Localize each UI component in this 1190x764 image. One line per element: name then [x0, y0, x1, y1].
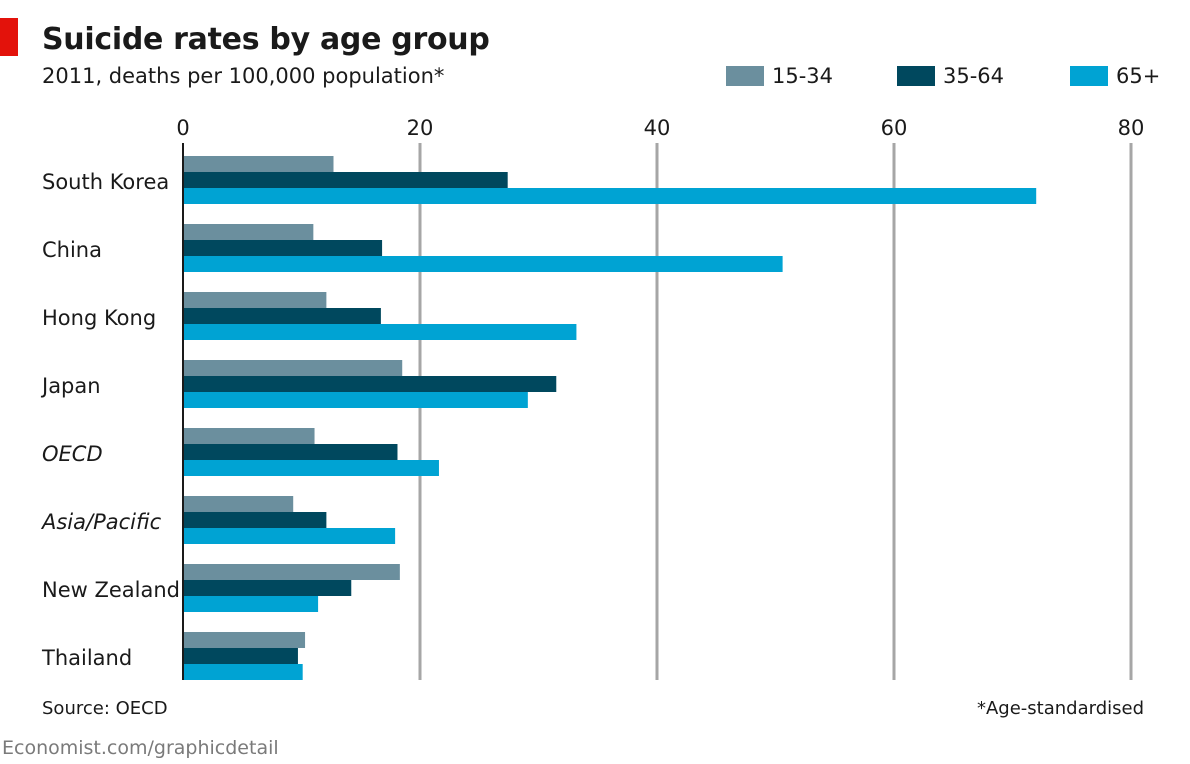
legend-item-35-64: 35-64: [897, 64, 1004, 88]
x-tick-label-80: 80: [1118, 116, 1145, 140]
category-label-japan: Japan: [40, 374, 101, 398]
bar-hong-kong-35-64: [183, 308, 381, 324]
bar-south-korea-35-64: [183, 172, 508, 188]
legend-item-15-34: 15-34: [726, 64, 833, 88]
x-tick-label-60: 60: [881, 116, 908, 140]
bar-hong-kong-15-34: [183, 292, 327, 308]
bar-china-15-34: [183, 224, 314, 240]
chart-subtitle: 2011, deaths per 100,000 population*: [42, 64, 445, 88]
legend-swatch-35-64: [897, 66, 935, 86]
bar-oecd-65-plus: [183, 460, 439, 476]
category-label-south-korea: South Korea: [42, 170, 169, 194]
bar-japan-65-plus: [183, 392, 528, 408]
bar-thailand-35-64: [183, 648, 298, 664]
bar-hong-kong-65-plus: [183, 324, 577, 340]
brand-red-tab: [0, 18, 18, 56]
legend-label-35-64: 35-64: [943, 64, 1005, 88]
footnote: *Age-standardised: [976, 698, 1144, 719]
bar-asia-pacific-65-plus: [183, 528, 396, 544]
bar-new-zealand-35-64: [183, 580, 352, 596]
source-note: Source: OECD: [42, 698, 168, 719]
bar-japan-35-64: [183, 376, 557, 392]
bar-china-35-64: [183, 240, 383, 256]
bar-asia-pacific-15-34: [183, 496, 294, 512]
legend-label-15-34: 15-34: [772, 64, 834, 88]
x-tick-label-40: 40: [644, 116, 671, 140]
category-label-oecd: OECD: [42, 442, 103, 466]
category-label-new-zealand: New Zealand: [42, 578, 180, 602]
bar-new-zealand-65-plus: [183, 596, 319, 612]
category-label-china: China: [42, 238, 102, 262]
site-url: Economist.com/graphicdetail: [2, 737, 279, 759]
legend-label-65-plus: 65+: [1116, 64, 1161, 88]
bar-asia-pacific-35-64: [183, 512, 327, 528]
bar-china-65-plus: [183, 256, 783, 272]
category-label-asia-pacific: Asia/Pacific: [40, 510, 162, 534]
category-label-thailand: Thailand: [41, 646, 132, 670]
bar-south-korea-65-plus: [183, 188, 1037, 204]
bar-oecd-15-34: [183, 428, 315, 444]
x-tick-label-20: 20: [407, 116, 434, 140]
bar-thailand-15-34: [183, 632, 306, 648]
legend-swatch-65-plus: [1070, 66, 1108, 86]
bar-oecd-35-64: [183, 444, 398, 460]
chart-legend: 15-34 35-64 65+: [0, 64, 1190, 88]
x-tick-label-0: 0: [176, 116, 189, 140]
legend-swatch-15-34: [726, 66, 764, 86]
chart-title: Suicide rates by age group: [42, 22, 490, 57]
category-label-hong-kong: Hong Kong: [42, 306, 156, 330]
bar-japan-15-34: [183, 360, 403, 376]
legend-item-65-plus: 65+: [1070, 64, 1160, 88]
bar-thailand-65-plus: [183, 664, 303, 680]
bar-new-zealand-15-34: [183, 564, 400, 580]
bar-south-korea-15-34: [183, 156, 334, 172]
